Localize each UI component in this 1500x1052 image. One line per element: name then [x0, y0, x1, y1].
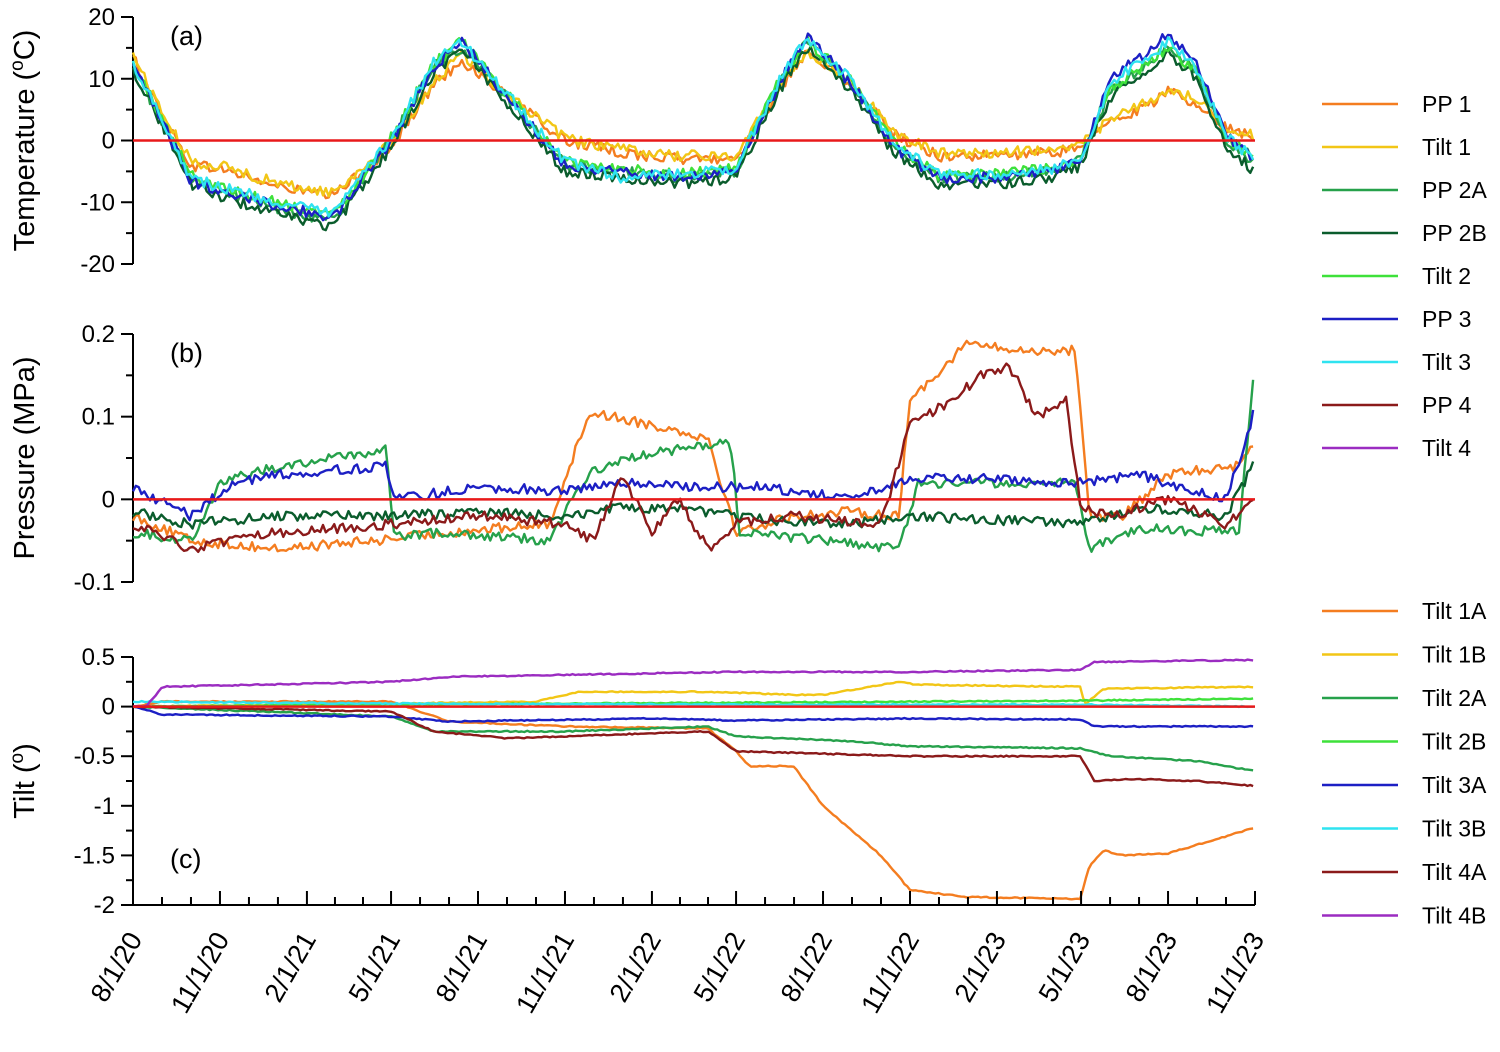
y-axis-title-start: Temperature (: [9, 70, 41, 251]
y-axis-title: Pressure (MPa): [9, 356, 41, 559]
y-axis-title-superscript: o: [7, 60, 28, 71]
y-axis-title-end: C): [9, 30, 41, 61]
legend-label: Tilt 3: [1422, 349, 1471, 375]
y-tick-label: 0.2: [82, 321, 115, 348]
legend-label: PP 2B: [1422, 220, 1487, 246]
legend-label: Tilt 1: [1422, 134, 1471, 160]
legend-label: Tilt 2A: [1422, 685, 1487, 711]
y-tick-label: 0: [102, 694, 115, 721]
y-tick-label: 20: [88, 4, 115, 31]
series-line-tilt-3b: [132, 699, 1254, 709]
legend-label: Tilt 2: [1422, 263, 1471, 289]
legend-label: Tilt 3A: [1422, 772, 1487, 798]
y-tick-label: -1.5: [74, 842, 115, 869]
panel-1: 20 10 0 -10 -20 Temperature (oC) (a): [7, 4, 1255, 278]
y-tick-label: -20: [80, 251, 115, 278]
series-line-tilt-2a: [132, 705, 1254, 772]
y-tick-label: -0.5: [74, 743, 115, 770]
series-line-pp-3: [131, 409, 1255, 522]
series-line-tilt-4a: [133, 705, 1254, 788]
panel-label: (a): [170, 21, 203, 51]
legend-label: Tilt 4B: [1422, 903, 1486, 929]
y-axis-title: Tilt (o): [7, 743, 41, 819]
legend-label: PP 3: [1422, 306, 1471, 332]
y-tick-label: -0.1: [74, 569, 115, 596]
y-tick-label: 10: [88, 66, 115, 93]
y-tick-label: 0.1: [82, 404, 115, 431]
legend-label: PP 1: [1422, 91, 1471, 117]
panel-2: 0.2 0.1 0 -0.1 Pressure (MPa) (b): [9, 321, 1255, 596]
series-line-tilt-4b: [132, 658, 1254, 708]
y-tick-label: -2: [94, 892, 115, 919]
y-axis-title-superscript: o: [7, 753, 28, 764]
y-tick-label: 0: [102, 486, 115, 513]
y-tick-label: -1: [94, 793, 115, 820]
panel-3: 0.5 0 -0.5 -1 -1.5 -2 Tilt (o) (c): [7, 644, 1255, 919]
series-line-pp-1: [131, 339, 1254, 553]
y-tick-label: 0: [102, 128, 115, 155]
series-line-tilt-1: [131, 48, 1255, 198]
legends: PP 1 Tilt 1 PP 2A PP 2B Tilt 2 PP 3 Tilt 3 PP 4…: [1322, 91, 1487, 929]
series-line-tilt-3a: [132, 705, 1254, 729]
legend-panel-1: PP 1 Tilt 1 PP 2A PP 2B Tilt 2 PP 3 Tilt 3 PP 4…: [1322, 91, 1487, 461]
legend-label: PP 4: [1422, 392, 1472, 418]
panel-label: (c): [170, 844, 201, 874]
series-line-pp-2b: [132, 461, 1255, 530]
panel-label: (b): [170, 338, 203, 368]
legend-label: Tilt 2B: [1422, 729, 1486, 755]
y-axis-title: Temperature (oC): [7, 30, 41, 252]
y-axis-title-end: ): [9, 743, 41, 753]
legend-panel-3: Tilt 1A Tilt 1B Tilt 2A Tilt 2B Tilt 3A Tilt …: [1322, 598, 1487, 929]
legend-label: Tilt 4A: [1422, 859, 1487, 885]
legend-label: Tilt 1B: [1422, 642, 1486, 668]
legend-label: Tilt 3B: [1422, 816, 1486, 842]
y-tick-label: 0.5: [82, 644, 115, 671]
series-line-pp-4: [132, 362, 1254, 553]
legend-label: Tilt 1A: [1422, 598, 1487, 624]
legend-label: PP 2A: [1422, 177, 1487, 203]
legend-label: Tilt 4: [1422, 435, 1471, 461]
series-line-pp-2b: [131, 45, 1255, 232]
series-line-tilt-3: [131, 36, 1255, 218]
y-axis-title-start: Tilt (: [9, 763, 41, 819]
y-tick-label: -10: [80, 189, 115, 216]
